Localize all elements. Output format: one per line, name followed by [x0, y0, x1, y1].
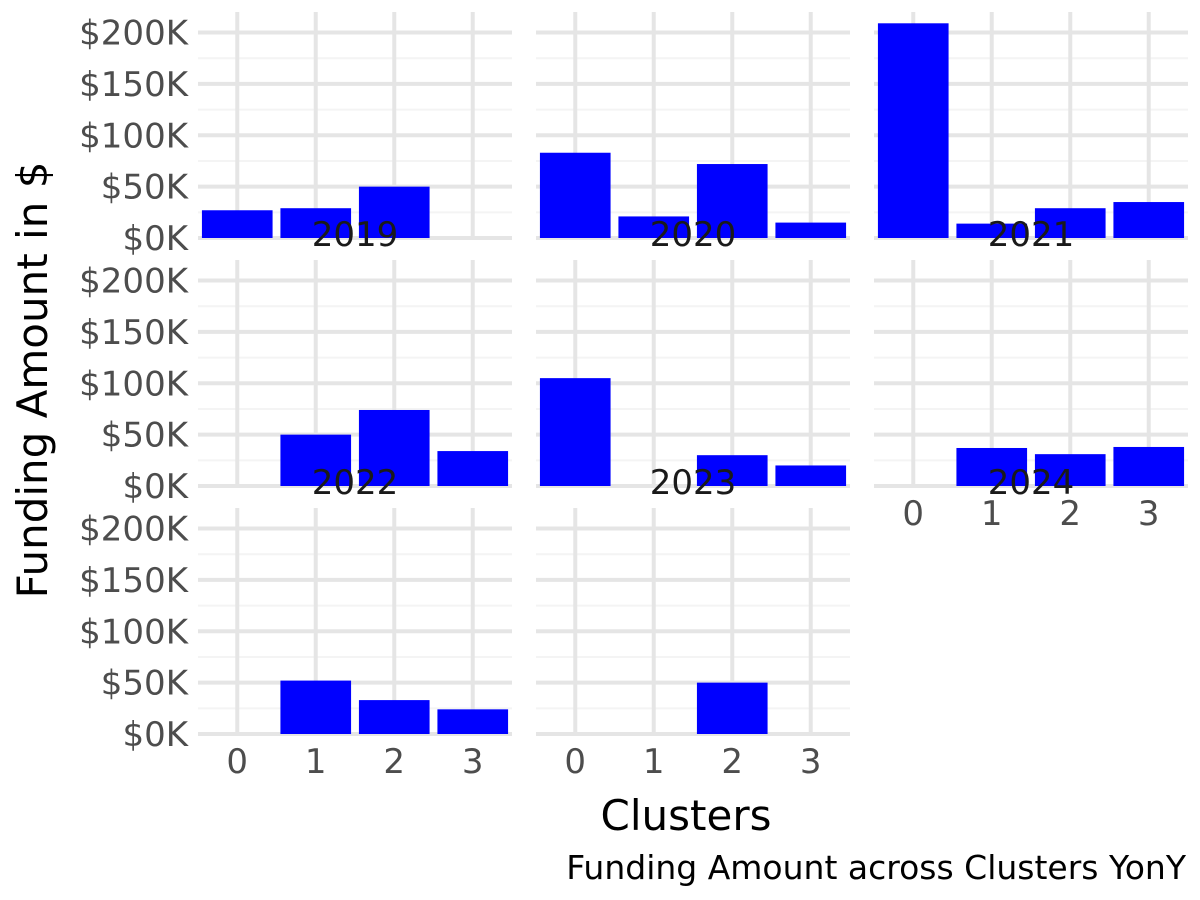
- y-tick-label: $0K: [122, 715, 189, 755]
- y-tick-label: $50K: [101, 664, 190, 704]
- y-tick-label: $0K: [122, 467, 189, 507]
- y-tick-label: $50K: [101, 168, 190, 208]
- y-tick-label: $0K: [122, 219, 189, 259]
- facet-panel: 2024 0 1 2 3: [874, 260, 1188, 534]
- bar: [1113, 446, 1185, 486]
- bar: [618, 216, 690, 238]
- facet-strip-label: 2019: [312, 215, 399, 255]
- bar: [696, 682, 768, 734]
- x-tick-label: 3: [1138, 494, 1160, 534]
- facet-strip-label: 2020: [650, 215, 737, 255]
- y-tick-label: $200K: [79, 262, 190, 302]
- x-tick-label: 0: [564, 742, 586, 782]
- facet-panel: 2023: [536, 260, 850, 503]
- facet-strip-label: 2023: [650, 463, 737, 503]
- y-tick-label: $200K: [79, 510, 190, 550]
- y-tick-label: $50K: [101, 416, 190, 456]
- x-axis-title: Clusters: [601, 791, 772, 840]
- x-tick-label: 1: [643, 742, 665, 782]
- bar: [437, 451, 509, 486]
- bar: [1034, 208, 1106, 238]
- bar: [877, 23, 949, 238]
- x-tick-label: 0: [902, 494, 924, 534]
- y-tick-label: $200K: [79, 14, 190, 54]
- y-tick-label: $100K: [79, 612, 190, 652]
- facet-panel: $0K $50K $100K $150K $200K 0 1 2 3: [79, 508, 512, 782]
- x-tick-label: 2: [383, 742, 405, 782]
- y-tick-label: $150K: [79, 561, 190, 601]
- bar: [539, 152, 611, 238]
- bar: [696, 455, 768, 486]
- bar: [539, 378, 611, 486]
- bar: [1034, 454, 1106, 486]
- x-tick-label: 3: [800, 742, 822, 782]
- x-tick-label: 0: [226, 742, 248, 782]
- bar: [775, 222, 847, 238]
- bar: [280, 680, 352, 734]
- bar: [201, 210, 273, 238]
- bar: [696, 164, 768, 238]
- facet-panel: 2020: [536, 12, 850, 255]
- y-axis-title: Funding Amount in $: [8, 162, 57, 599]
- bar: [775, 465, 847, 486]
- bar: [956, 447, 1028, 486]
- x-tick-label: 1: [305, 742, 327, 782]
- x-tick-label: 2: [721, 742, 743, 782]
- bar: [358, 700, 430, 734]
- facet-panel: 2021: [874, 12, 1188, 255]
- bar: [280, 208, 352, 238]
- facet-strip-label: 2024: [988, 463, 1075, 503]
- bar: [1113, 202, 1185, 238]
- bar: [358, 409, 430, 486]
- bar: [280, 434, 352, 486]
- bar: [358, 186, 430, 238]
- chart-caption: Funding Amount across Clusters YonY: [566, 848, 1187, 887]
- y-tick-label: $100K: [79, 116, 190, 156]
- facet-panel: 2019 $0K $50K $100K $150K $200K: [79, 12, 512, 259]
- facet-panel: 0 1 2 3: [536, 508, 850, 782]
- x-tick-label: 3: [462, 742, 484, 782]
- bar: [956, 223, 1028, 238]
- y-tick-label: $150K: [79, 313, 190, 353]
- facet-strip-label: 2021: [988, 215, 1075, 255]
- x-tick-label: 2: [1059, 494, 1081, 534]
- y-tick-label: $100K: [79, 364, 190, 404]
- facet-strip-label: 2022: [312, 463, 399, 503]
- facet-panel: 2022 $0K $50K $100K $150K $200K: [79, 260, 512, 507]
- x-tick-label: 1: [981, 494, 1003, 534]
- bar: [437, 709, 509, 734]
- y-tick-label: $150K: [79, 65, 190, 105]
